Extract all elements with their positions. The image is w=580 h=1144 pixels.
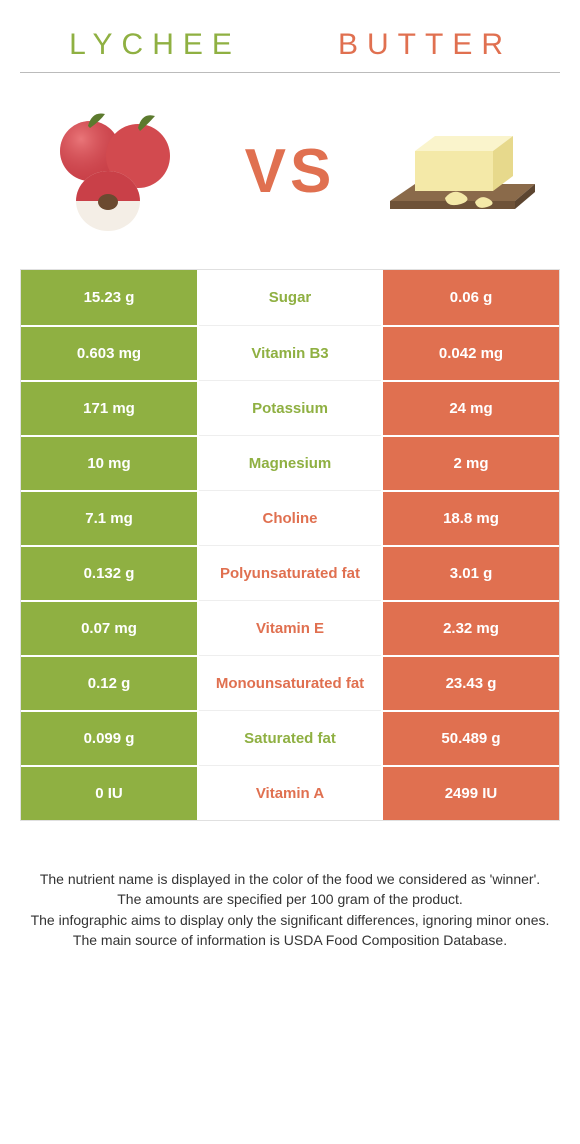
nutrient-label: Sugar xyxy=(199,270,381,325)
value-right: 2499 IU xyxy=(381,765,559,820)
table-row: 10 mgMagnesium2 mg xyxy=(21,435,559,490)
footnotes: The nutrient name is displayed in the co… xyxy=(0,821,580,950)
nutrient-label: Choline xyxy=(199,490,381,545)
table-row: 0.12 gMonounsaturated fat23.43 g xyxy=(21,655,559,710)
nutrient-label: Potassium xyxy=(199,380,381,435)
value-left: 0.12 g xyxy=(21,655,199,710)
table-row: 15.23 gSugar0.06 g xyxy=(21,270,559,325)
header: Lychee Butter xyxy=(0,0,580,72)
footnote-line: The nutrient name is displayed in the co… xyxy=(28,869,552,889)
value-right: 18.8 mg xyxy=(381,490,559,545)
nutrition-table: 15.23 gSugar0.06 g0.603 mgVitamin B30.04… xyxy=(20,269,560,821)
nutrient-label: Saturated fat xyxy=(199,710,381,765)
images-row: VS xyxy=(0,83,580,269)
lychee-image xyxy=(30,101,205,241)
value-left: 15.23 g xyxy=(21,270,199,325)
divider xyxy=(0,72,580,83)
table-row: 0.099 gSaturated fat50.489 g xyxy=(21,710,559,765)
value-left: 7.1 mg xyxy=(21,490,199,545)
value-left: 0.099 g xyxy=(21,710,199,765)
value-right: 2.32 mg xyxy=(381,600,559,655)
value-left: 0.132 g xyxy=(21,545,199,600)
nutrient-label: Vitamin A xyxy=(199,765,381,820)
nutrient-label: Monounsaturated fat xyxy=(199,655,381,710)
nutrient-label: Magnesium xyxy=(199,435,381,490)
table-row: 0.603 mgVitamin B30.042 mg xyxy=(21,325,559,380)
value-right: 3.01 g xyxy=(381,545,559,600)
value-left: 0.07 mg xyxy=(21,600,199,655)
value-left: 171 mg xyxy=(21,380,199,435)
nutrient-label: Vitamin E xyxy=(199,600,381,655)
vs-label: VS xyxy=(245,136,336,207)
value-left: 0.603 mg xyxy=(21,325,199,380)
table-row: 171 mgPotassium24 mg xyxy=(21,380,559,435)
value-right: 23.43 g xyxy=(381,655,559,710)
lychee-icon xyxy=(30,106,205,236)
butter-image xyxy=(375,101,550,241)
value-right: 0.06 g xyxy=(381,270,559,325)
value-right: 0.042 mg xyxy=(381,325,559,380)
food-title-right: Butter xyxy=(290,28,560,62)
value-left: 0 IU xyxy=(21,765,199,820)
butter-icon xyxy=(375,106,550,236)
value-left: 10 mg xyxy=(21,435,199,490)
value-right: 24 mg xyxy=(381,380,559,435)
table-row: 0.132 gPolyunsaturated fat3.01 g xyxy=(21,545,559,600)
footnote-line: The amounts are specified per 100 gram o… xyxy=(28,889,552,909)
value-right: 50.489 g xyxy=(381,710,559,765)
footnote-line: The infographic aims to display only the… xyxy=(28,910,552,930)
nutrient-label: Vitamin B3 xyxy=(199,325,381,380)
footnote-line: The main source of information is USDA F… xyxy=(28,930,552,950)
value-right: 2 mg xyxy=(381,435,559,490)
table-row: 0.07 mgVitamin E2.32 mg xyxy=(21,600,559,655)
table-row: 0 IUVitamin A2499 IU xyxy=(21,765,559,820)
food-title-left: Lychee xyxy=(20,28,290,62)
nutrient-label: Polyunsaturated fat xyxy=(199,545,381,600)
table-row: 7.1 mgCholine18.8 mg xyxy=(21,490,559,545)
